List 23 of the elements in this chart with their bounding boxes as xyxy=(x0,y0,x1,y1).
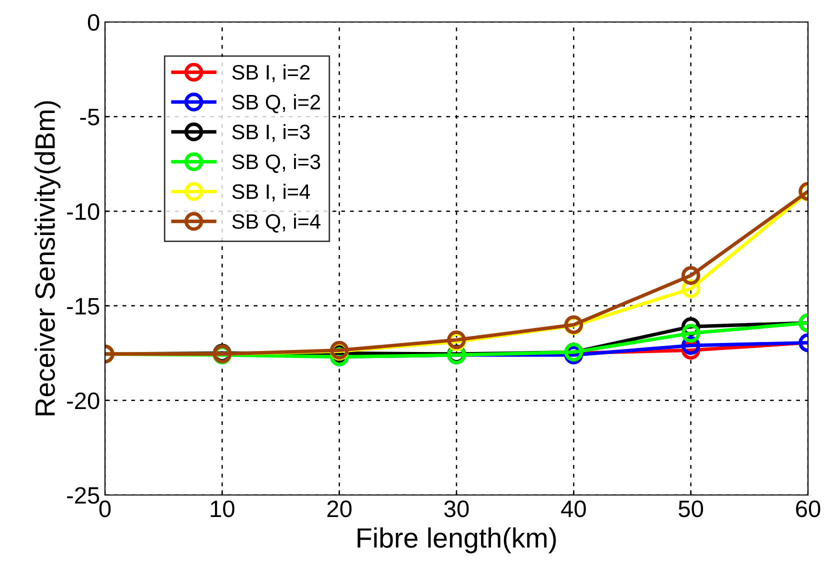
x-tick-label: 50 xyxy=(678,500,704,518)
y-tick-label: -25 xyxy=(67,487,100,504)
point xyxy=(681,266,700,285)
x-tick-label: 10 xyxy=(210,500,234,518)
y-tick-label: -15 xyxy=(67,298,100,315)
y-axis-title: Receiver Sensitivity(dBm) xyxy=(34,101,60,416)
x-tick-label: 0 xyxy=(99,500,111,518)
x-tick-label: 20 xyxy=(327,500,352,518)
legend-label: SB Q, i=4 xyxy=(232,214,320,233)
legend-label: SB I, i=4 xyxy=(232,184,310,202)
legend-label: SB I, i=3 xyxy=(232,124,310,142)
legend-label: SB I, i=2 xyxy=(232,64,310,82)
x-tick-label: 60 xyxy=(796,500,820,518)
y-tick-label: 0 xyxy=(88,14,100,31)
y-tick-label: -20 xyxy=(67,392,100,410)
y-tick-label: -5 xyxy=(80,108,100,126)
x-tick-label: 30 xyxy=(444,500,469,518)
x-axis-title: Fibre length(km) xyxy=(358,527,556,554)
legend-label: SB Q, i=3 xyxy=(232,154,320,173)
legend-label: SB Q, i=2 xyxy=(232,94,320,114)
x-tick-label: 40 xyxy=(561,500,586,518)
y-tick-label: -10 xyxy=(67,203,100,220)
point xyxy=(681,324,700,343)
